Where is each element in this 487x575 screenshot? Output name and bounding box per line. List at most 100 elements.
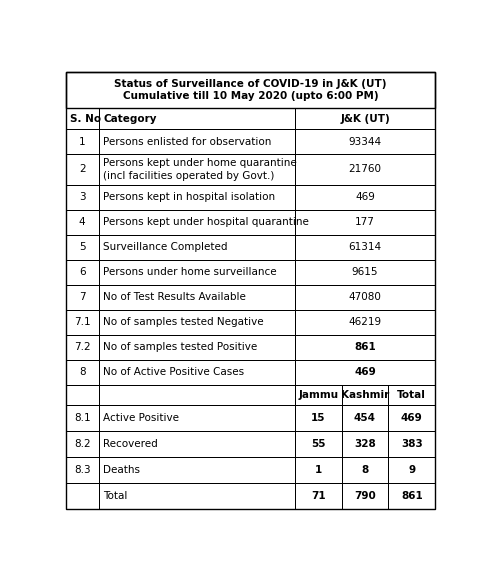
Text: Total: Total	[397, 390, 426, 400]
Bar	[295, 185, 435, 210]
Text: 4: 4	[79, 217, 86, 228]
Text: 46219: 46219	[348, 317, 381, 327]
Bar	[66, 260, 99, 285]
Bar	[66, 129, 99, 154]
Bar	[388, 405, 435, 431]
Text: 71: 71	[311, 490, 325, 501]
Text: 3: 3	[79, 193, 86, 202]
Text: Recovered: Recovered	[103, 439, 158, 449]
Bar	[99, 108, 295, 129]
Bar	[341, 431, 388, 457]
Bar	[99, 335, 295, 360]
Bar	[99, 129, 295, 154]
Bar	[295, 108, 435, 129]
Text: 790: 790	[354, 490, 376, 501]
Text: 47080: 47080	[349, 292, 381, 302]
Bar	[295, 482, 341, 509]
Bar	[295, 360, 435, 385]
Text: Persons kept in hospital isolation: Persons kept in hospital isolation	[103, 193, 276, 202]
Bar	[99, 457, 295, 482]
Text: 6: 6	[79, 267, 86, 277]
Bar	[295, 431, 341, 457]
Text: Persons enlisted for observation: Persons enlisted for observation	[103, 136, 272, 147]
Bar	[66, 235, 99, 260]
Bar	[341, 482, 388, 509]
Bar	[66, 210, 99, 235]
Text: 328: 328	[354, 439, 376, 449]
Text: Surveillance Completed: Surveillance Completed	[103, 243, 228, 252]
Bar	[66, 310, 99, 335]
Text: Category: Category	[103, 113, 157, 124]
Text: Jammu: Jammu	[298, 390, 338, 400]
Bar	[341, 457, 388, 482]
Bar	[66, 185, 99, 210]
Bar	[295, 129, 435, 154]
Text: S. No: S. No	[70, 113, 101, 124]
Text: 177: 177	[355, 217, 375, 228]
Bar	[388, 482, 435, 509]
Bar	[99, 154, 295, 185]
Text: 7.2: 7.2	[74, 342, 91, 352]
Text: 61314: 61314	[348, 243, 381, 252]
Text: 861: 861	[401, 490, 423, 501]
Bar	[388, 431, 435, 457]
Text: 9615: 9615	[352, 267, 378, 277]
Text: 454: 454	[354, 413, 376, 423]
Text: 383: 383	[401, 439, 423, 449]
Text: Status of Surveillance of COVID-19 in J&K (UT)
Cumulative till 10 May 2020 (upto: Status of Surveillance of COVID-19 in J&…	[114, 79, 387, 101]
Bar	[66, 457, 99, 482]
Bar	[295, 235, 435, 260]
Bar	[66, 72, 435, 108]
Text: Deaths: Deaths	[103, 465, 140, 475]
Bar	[341, 385, 388, 405]
Text: Persons kept under home quarantine
(incl facilities operated by Govt.): Persons kept under home quarantine (incl…	[103, 158, 297, 181]
Bar	[295, 285, 435, 310]
Text: No of Active Positive Cases: No of Active Positive Cases	[103, 367, 244, 377]
Text: 93344: 93344	[348, 136, 381, 147]
Bar	[295, 210, 435, 235]
Bar	[295, 154, 435, 185]
Bar	[295, 457, 341, 482]
Bar	[66, 431, 99, 457]
Bar	[66, 285, 99, 310]
Text: Kashmir: Kashmir	[341, 390, 389, 400]
Text: Persons kept under hospital quarantine: Persons kept under hospital quarantine	[103, 217, 309, 228]
Text: 9: 9	[408, 465, 415, 475]
Bar	[341, 405, 388, 431]
Bar	[295, 335, 435, 360]
Bar	[66, 482, 99, 509]
Text: 5: 5	[79, 243, 86, 252]
Bar	[99, 285, 295, 310]
Bar	[99, 360, 295, 385]
Text: 469: 469	[401, 413, 423, 423]
Text: Persons under home surveillance: Persons under home surveillance	[103, 267, 277, 277]
Text: No of Test Results Available: No of Test Results Available	[103, 292, 246, 302]
Text: 8.2: 8.2	[74, 439, 91, 449]
Text: 7.1: 7.1	[74, 317, 91, 327]
Bar	[388, 385, 435, 405]
Text: 469: 469	[354, 367, 376, 377]
Bar	[99, 210, 295, 235]
Bar	[99, 260, 295, 285]
Text: 55: 55	[311, 439, 325, 449]
Bar	[99, 431, 295, 457]
Bar	[99, 385, 295, 405]
Bar	[66, 335, 99, 360]
Bar	[295, 405, 341, 431]
Text: 1: 1	[315, 465, 322, 475]
Bar	[66, 360, 99, 385]
Bar	[388, 457, 435, 482]
Text: J&K (UT): J&K (UT)	[340, 113, 390, 124]
Bar	[99, 185, 295, 210]
Bar	[99, 235, 295, 260]
Text: 2: 2	[79, 164, 86, 174]
Bar	[99, 405, 295, 431]
Bar	[99, 482, 295, 509]
Bar	[66, 405, 99, 431]
Bar	[66, 154, 99, 185]
Text: 8.1: 8.1	[74, 413, 91, 423]
Bar	[99, 310, 295, 335]
Text: 21760: 21760	[349, 164, 381, 174]
Text: No of samples tested Positive: No of samples tested Positive	[103, 342, 258, 352]
Text: No of samples tested Negative: No of samples tested Negative	[103, 317, 264, 327]
